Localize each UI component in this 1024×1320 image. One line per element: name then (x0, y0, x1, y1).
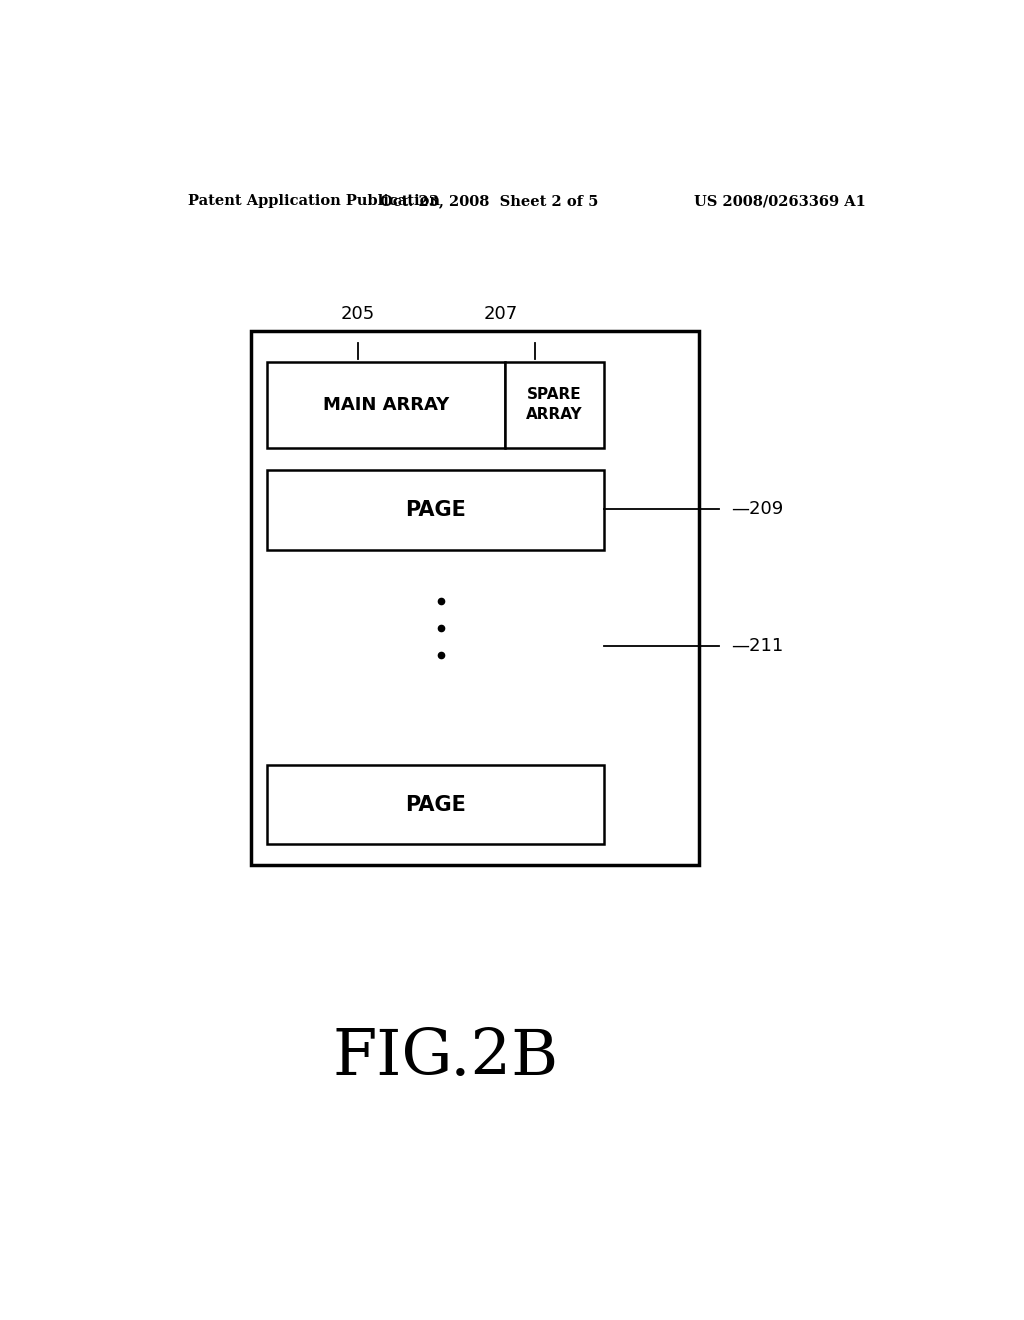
Text: Patent Application Publication: Patent Application Publication (187, 194, 439, 209)
Text: PAGE: PAGE (406, 500, 466, 520)
Text: 207: 207 (484, 305, 518, 323)
Text: PAGE: PAGE (406, 795, 466, 814)
Bar (267, 362, 505, 447)
Text: 205: 205 (341, 305, 375, 323)
Text: SPARE
ARRAY: SPARE ARRAY (526, 388, 583, 422)
Bar (267, 470, 604, 549)
Bar (505, 362, 604, 447)
Bar (267, 766, 604, 845)
Bar (251, 331, 699, 865)
Text: US 2008/0263369 A1: US 2008/0263369 A1 (694, 194, 866, 209)
Text: FIG.2B: FIG.2B (333, 1027, 558, 1089)
Text: —209: —209 (731, 500, 783, 517)
Text: Oct. 23, 2008  Sheet 2 of 5: Oct. 23, 2008 Sheet 2 of 5 (380, 194, 598, 209)
Text: —211: —211 (731, 638, 783, 655)
Text: MAIN ARRAY: MAIN ARRAY (323, 396, 450, 414)
